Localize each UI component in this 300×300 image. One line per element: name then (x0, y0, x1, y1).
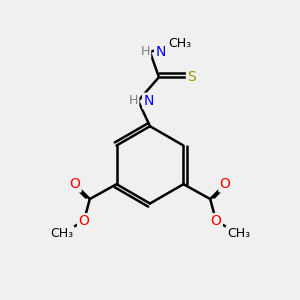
Text: O: O (220, 177, 230, 191)
Text: O: O (211, 214, 222, 228)
Text: O: O (70, 177, 80, 191)
Text: S: S (187, 70, 196, 84)
Text: N: N (155, 45, 166, 59)
Text: CH₃: CH₃ (50, 227, 73, 240)
Text: H: H (129, 94, 138, 107)
Text: O: O (78, 214, 89, 228)
Text: N: N (143, 94, 154, 108)
Text: CH₃: CH₃ (168, 37, 191, 50)
Text: H: H (141, 45, 150, 58)
Text: CH₃: CH₃ (227, 227, 250, 240)
